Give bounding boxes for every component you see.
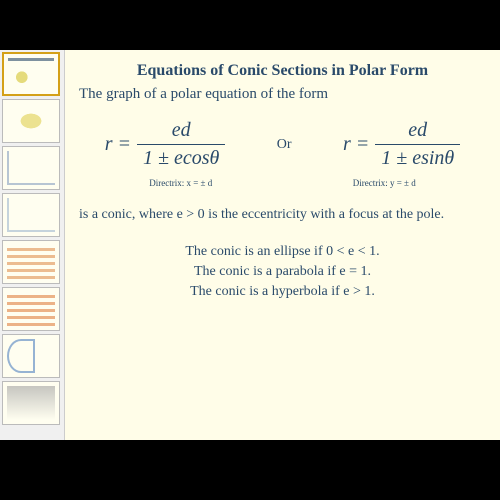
eq1-numerator: ed	[166, 119, 197, 144]
equation-1: r = ed 1 ± ecosθ	[105, 119, 226, 170]
slide-thumbnail[interactable]	[2, 193, 60, 237]
slide-thumbnail[interactable]	[2, 381, 60, 425]
thumbnail-preview	[7, 151, 55, 185]
conic-case: The conic is an ellipse if 0 < e < 1.	[79, 244, 486, 260]
thumbnail-preview	[7, 245, 55, 279]
slide-thumbnail[interactable]	[2, 52, 60, 96]
description: is a conic, where e > 0 is the eccentric…	[79, 206, 486, 224]
directrix-1: Directrix: x = ± d	[149, 178, 212, 188]
equation-row: r = ed 1 ± ecosθ Or r = ed 1 ± esinθ	[79, 119, 486, 170]
slide-thumbnail[interactable]	[2, 99, 60, 143]
main-slide: Equations of Conic Sections in Polar For…	[65, 50, 500, 440]
conic-case: The conic is a hyperbola if e > 1.	[79, 284, 486, 300]
slide-thumbnail[interactable]	[2, 334, 60, 378]
thumbnail-preview	[7, 386, 55, 420]
slide-thumbnail[interactable]	[2, 240, 60, 284]
thumbnail-preview	[8, 58, 54, 90]
conic-case: The conic is a parabola if e = 1.	[79, 264, 486, 280]
directrix-row: Directrix: x = ± d Directrix: y = ± d	[79, 178, 486, 188]
presentation-window: Equations of Conic Sections in Polar For…	[0, 50, 500, 440]
eq2-lhs: r =	[343, 133, 369, 156]
equation-or: Or	[277, 137, 292, 153]
eq1-denominator: 1 ± ecosθ	[137, 144, 225, 170]
slide-thumbnail-strip	[0, 50, 65, 440]
eq2-numerator: ed	[402, 119, 433, 144]
slide-title: Equations of Conic Sections in Polar For…	[79, 62, 486, 80]
thumbnail-preview	[7, 104, 55, 138]
equation-2: r = ed 1 ± esinθ	[343, 119, 460, 170]
thumbnail-preview	[7, 292, 55, 326]
directrix-2: Directrix: y = ± d	[353, 178, 416, 188]
slide-thumbnail[interactable]	[2, 287, 60, 331]
conic-cases: The conic is an ellipse if 0 < e < 1. The…	[79, 244, 486, 300]
eq1-lhs: r =	[105, 133, 131, 156]
thumbnail-preview	[7, 198, 55, 232]
eq2-denominator: 1 ± esinθ	[375, 144, 460, 170]
slide-thumbnail[interactable]	[2, 146, 60, 190]
slide-subtitle: The graph of a polar equation of the for…	[79, 86, 486, 103]
thumbnail-preview	[7, 339, 35, 373]
